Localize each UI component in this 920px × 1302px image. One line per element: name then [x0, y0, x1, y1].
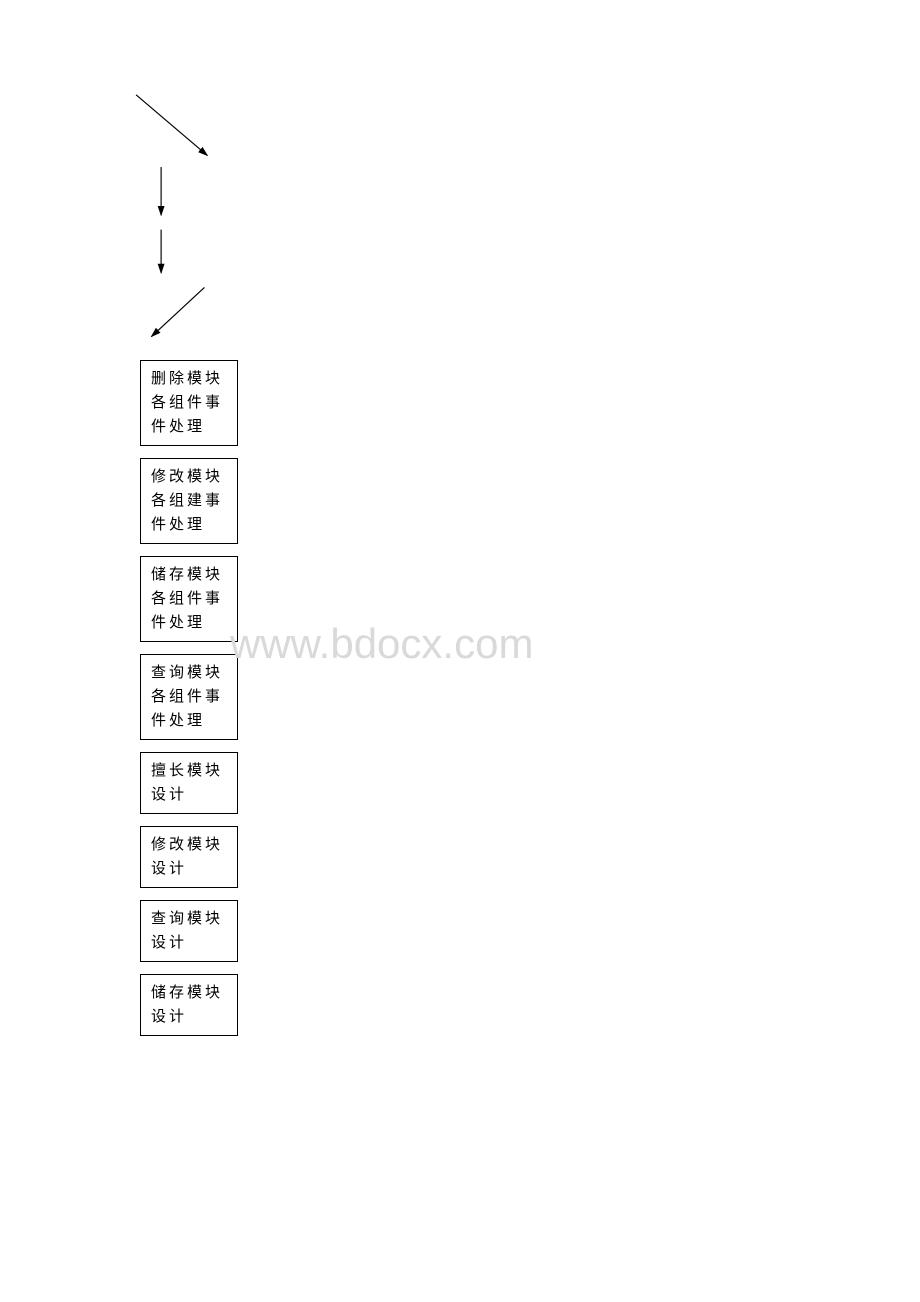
boxes-container: 删除模块各组件事件处理 修改模块各组建事件处理 储存模块各组件事件处理 查询模块… — [140, 360, 238, 1048]
flowchart-node-query: 查询模块各组件事件处理 — [140, 654, 238, 740]
arrow-1 — [136, 95, 207, 156]
node-text: 修改模块设计 — [151, 837, 223, 877]
flowchart-node-modify: 修改模块各组建事件处理 — [140, 458, 238, 544]
node-text: 修改模块各组建事件处理 — [151, 469, 223, 533]
arrow-4 — [151, 287, 204, 336]
node-text: 储存模块各组件事件处理 — [151, 567, 223, 631]
watermark-text: www.bdocx.com — [230, 620, 533, 668]
flowchart-node-delete: 删除模块各组件事件处理 — [140, 360, 238, 446]
flowchart-node-store: 储存模块各组件事件处理 — [140, 556, 238, 642]
node-text: 储存模块设计 — [151, 985, 223, 1025]
node-text: 查询模块各组件事件处理 — [151, 665, 223, 729]
node-text: 擅长模块设计 — [151, 763, 223, 803]
flowchart-node-modify-design: 修改模块设计 — [140, 826, 238, 888]
node-text: 删除模块各组件事件处理 — [151, 371, 223, 435]
flowchart-node-query-design: 查询模块设计 — [140, 900, 238, 962]
flowchart-node-specialty-design: 擅长模块设计 — [140, 752, 238, 814]
flowchart-node-store-design: 储存模块设计 — [140, 974, 238, 1036]
node-text: 查询模块设计 — [151, 911, 223, 951]
arrows-svg — [130, 90, 250, 350]
